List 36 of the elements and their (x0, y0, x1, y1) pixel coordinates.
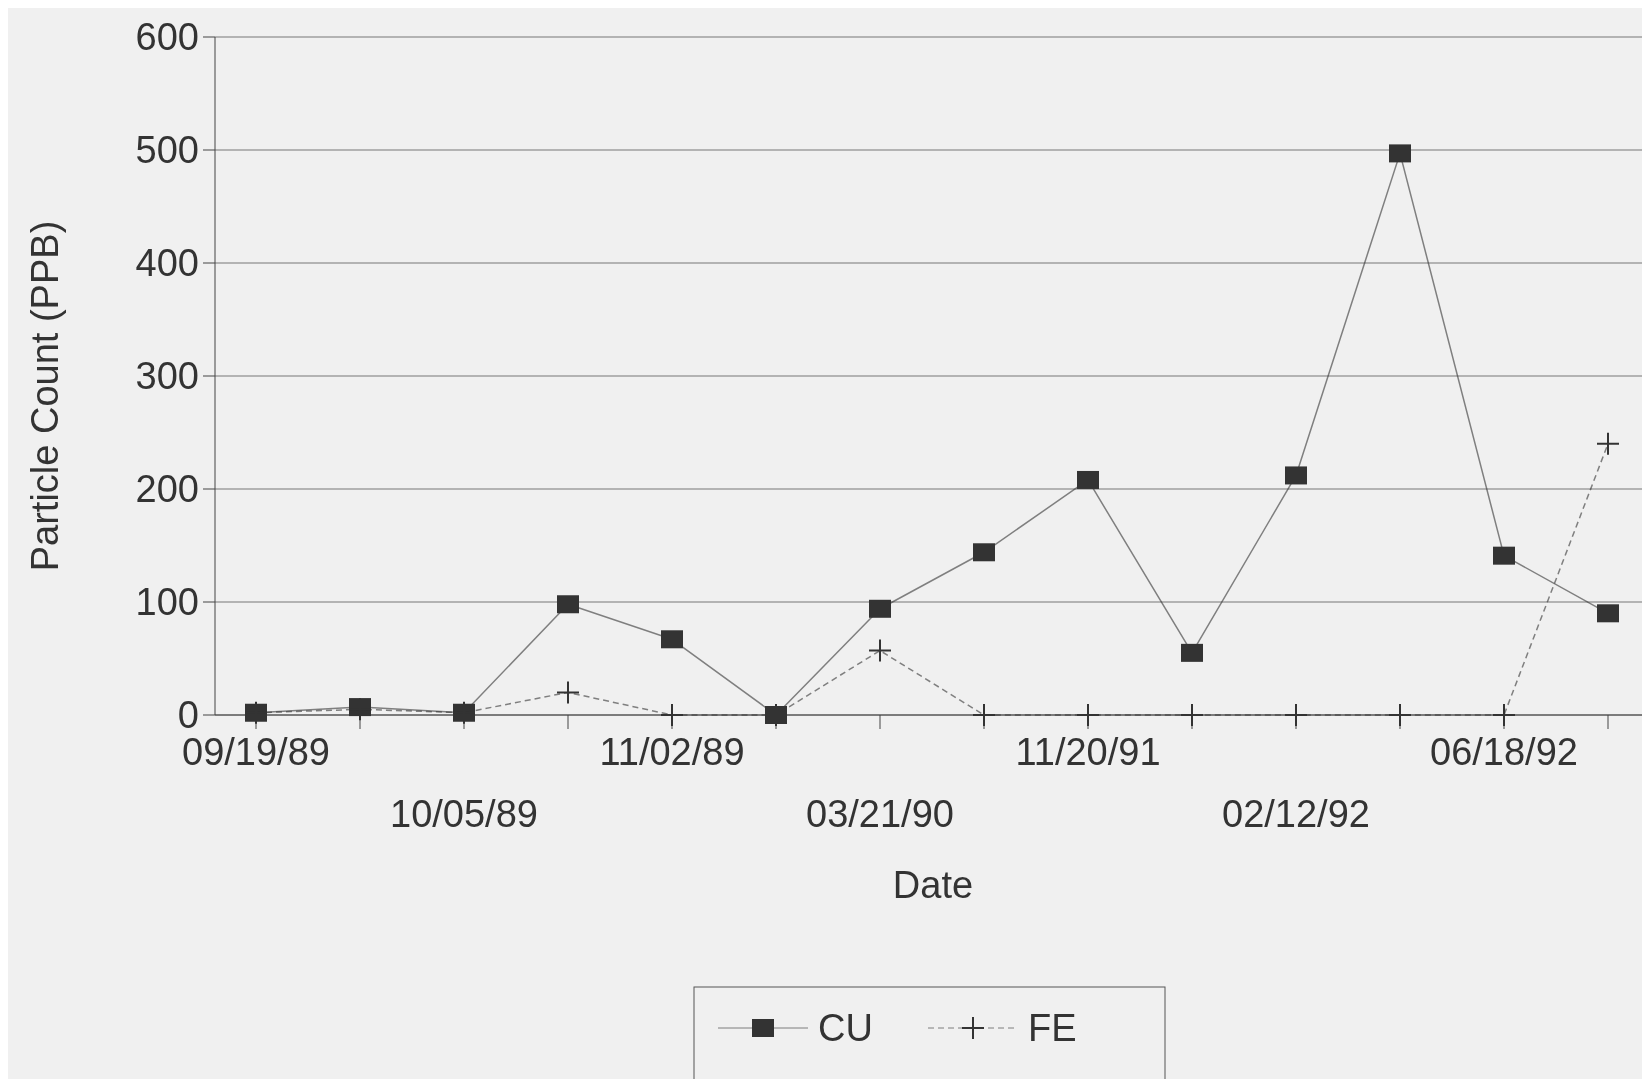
point (1285, 704, 1307, 726)
point (1493, 546, 1515, 565)
point (557, 681, 579, 704)
point (1597, 604, 1619, 623)
x-tick-label: 03/21/90 (806, 793, 954, 835)
point (1077, 470, 1099, 489)
point (661, 704, 683, 726)
point (1285, 466, 1307, 485)
x-tick-label: 02/12/92 (1222, 793, 1370, 835)
x-axis-title: Date (892, 864, 974, 906)
point (1181, 643, 1203, 662)
y-tick-label: 500 (135, 129, 199, 172)
x-tick-label: 10/05/89 (390, 793, 538, 835)
point (973, 704, 995, 726)
y-tick-label: 600 (135, 16, 199, 59)
point (869, 599, 891, 618)
point (869, 639, 891, 662)
point (1389, 704, 1411, 726)
point (973, 543, 995, 562)
y-tick-label: 100 (135, 581, 199, 624)
legend-label: CU (818, 1007, 873, 1050)
y-tick-label: 200 (135, 468, 199, 511)
point (1493, 704, 1515, 726)
point (1597, 432, 1619, 455)
y-tick-label: 400 (135, 242, 199, 285)
x-tick-label: 06/18/92 (1430, 731, 1578, 773)
x-tick-label: 11/20/91 (1015, 731, 1161, 773)
point (1389, 144, 1411, 163)
x-tick-label: 11/02/89 (599, 731, 745, 773)
legend-label: FE (1028, 1007, 1077, 1050)
y-tick-label: 300 (135, 355, 199, 398)
point (1077, 704, 1099, 726)
point (557, 595, 579, 614)
point (1181, 704, 1203, 726)
y-axis-title: Particle Count (PPB) (24, 220, 66, 572)
point (661, 630, 683, 649)
